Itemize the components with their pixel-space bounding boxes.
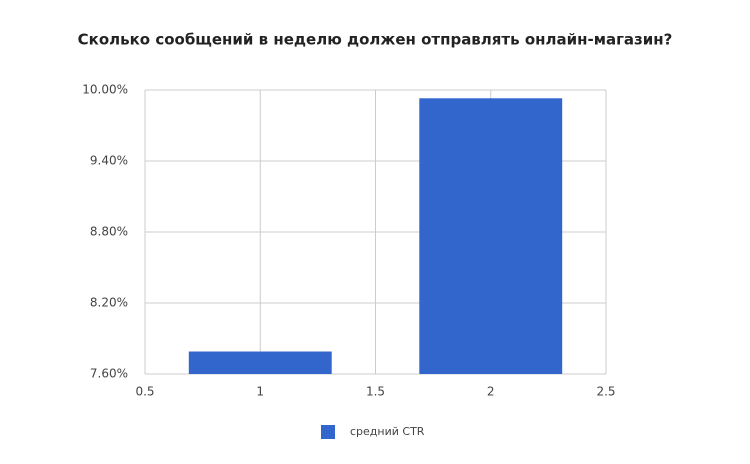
legend-label: средний CTR [350,425,425,438]
x-tick-label: 2.5 [596,385,615,399]
chart-title: Сколько сообщений в неделю должен отправ… [78,31,673,49]
x-tick-label: 2 [487,385,495,399]
y-tick-label: 8.20% [90,296,128,310]
bar [419,98,563,375]
bar [188,351,332,374]
y-tick-label: 7.60% [90,367,128,381]
legend-swatch [321,425,335,439]
x-tick-label: 1 [256,385,264,399]
y-tick-label: 9.40% [90,154,128,168]
x-tick-label: 0.5 [135,385,154,399]
y-tick-label: 8.80% [90,225,128,239]
y-tick-label: 10.00% [82,83,128,97]
x-tick-label: 1.5 [366,385,385,399]
